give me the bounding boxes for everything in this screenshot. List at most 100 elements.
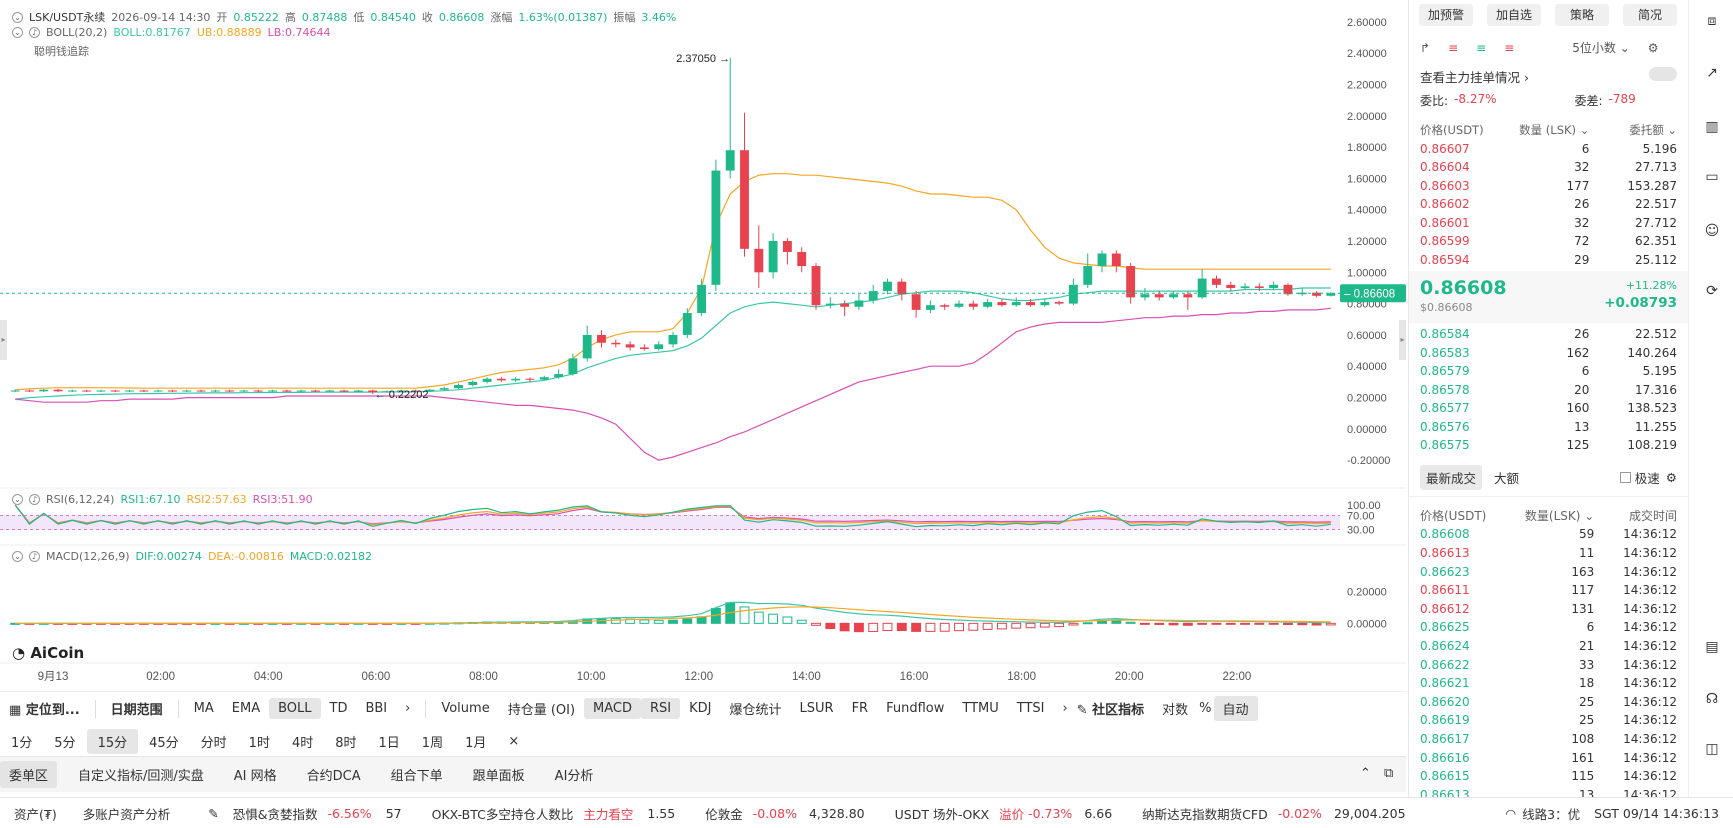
popout-icon[interactable]: ⧉	[1384, 766, 1394, 781]
smart-money-label[interactable]: 聪明钱追踪	[34, 43, 89, 59]
locate-button[interactable]: ▦ 定位到...	[0, 696, 89, 721]
mainforce-row[interactable]: 查看主力挂单情况 ›	[1409, 56, 1688, 86]
refresh-icon[interactable]: ⟳	[1706, 283, 1718, 299]
interval-1m[interactable]: 1分	[11, 735, 33, 751]
log-toggle[interactable]: 对数	[1162, 703, 1189, 718]
tab-combo-order[interactable]: 组合下单	[390, 769, 443, 784]
main-indicator-td[interactable]: TD	[329, 701, 348, 716]
tab-copy-trade[interactable]: 跟单面板	[472, 769, 525, 784]
interval-1mo[interactable]: 1月	[465, 735, 487, 751]
sub-indicator-lsur[interactable]: LSUR	[799, 701, 834, 716]
mainforce-link[interactable]: 查看主力挂单情况 ›	[1420, 70, 1529, 85]
overview-button[interactable]: 简况	[1623, 4, 1677, 26]
interval-4h[interactable]: 4时	[291, 735, 314, 751]
etf-icon[interactable]: ▭	[1705, 169, 1719, 185]
okx-ratio-label[interactable]: OKX-BTC多空持仓人数比	[431, 806, 574, 822]
main-indicator-bbi[interactable]: BBI	[365, 701, 388, 716]
tab-dca[interactable]: 合约DCA	[306, 769, 361, 784]
notification-icon[interactable]: ◫	[1705, 741, 1719, 757]
close-icon[interactable]: ×	[508, 733, 520, 749]
ask-row[interactable]: 0.86601 32 27.712	[1409, 214, 1688, 233]
headset-icon[interactable]: ☊	[1705, 691, 1719, 707]
trade-col-qty[interactable]: 数量(LSK) ⌄	[1524, 509, 1595, 524]
fear-label[interactable]: 恐惧&贪婪指数	[232, 806, 318, 822]
tab-big-trades[interactable]: 大额	[1494, 470, 1520, 486]
col-qty[interactable]: 数量 (LSK) ⌄	[1519, 123, 1590, 138]
bid-row[interactable]: 0.86583 162 140.264	[1409, 344, 1688, 363]
interval-8h[interactable]: 8时	[335, 735, 357, 751]
multi-account-analysis[interactable]: 多账户资产分析	[82, 806, 171, 822]
bid-row[interactable]: 0.86577 160 138.523	[1409, 399, 1688, 418]
interval-1d[interactable]: 1日	[378, 735, 400, 751]
tab-latest-trades[interactable]: 最新成交	[1420, 464, 1483, 490]
nasdaq-label[interactable]: 纳斯达克指数期货CFD	[1142, 806, 1268, 822]
community-indicator-button[interactable]: ✎ 社区指标	[1077, 696, 1153, 721]
date-range-button[interactable]: 日期范围	[110, 703, 163, 718]
fast-mode-checkbox[interactable]: 极速	[1619, 468, 1660, 487]
settings-icon[interactable]: ⚙	[1647, 40, 1659, 55]
bid-row[interactable]: 0.86584 26 22.512	[1409, 325, 1688, 344]
robot-icon[interactable]: ☺	[1704, 223, 1720, 239]
strategy-button[interactable]: 策略	[1555, 4, 1609, 26]
settings-icon[interactable]: ⚙	[1665, 469, 1677, 485]
interval-5m[interactable]: 5分	[54, 735, 76, 751]
bell-icon[interactable]: ♪	[29, 494, 40, 505]
bid-row[interactable]: 0.86578 20 17.316	[1409, 381, 1688, 400]
interval-timeshare[interactable]: 分时	[200, 735, 227, 751]
decimals-select[interactable]: 5位小数 ⌄	[1572, 41, 1630, 55]
bell-icon[interactable]: ♪	[29, 27, 40, 38]
ob-ask-icon[interactable]: ≡	[1504, 40, 1515, 55]
main-indicator-ema[interactable]: EMA	[231, 701, 261, 716]
pen-icon[interactable]: ✎	[208, 805, 219, 821]
main-indicator-boll[interactable]: BOLL	[269, 698, 321, 719]
sub-indicator-fundflow[interactable]: Fundflow	[886, 701, 945, 716]
sub-indicator-ttmu[interactable]: TTMU	[962, 701, 999, 716]
sub-indicator-fr[interactable]: FR	[851, 701, 869, 716]
bid-row[interactable]: 0.86579 6 5.195	[1409, 362, 1688, 381]
ob-both-icon[interactable]: ≡	[1448, 40, 1459, 55]
sub-indicator-ttsi[interactable]: TTSI	[1016, 701, 1045, 716]
interval-15m[interactable]: 15分	[86, 728, 139, 754]
ob-layout-icon[interactable]: ↱	[1420, 40, 1431, 55]
ob-bid-icon[interactable]: ≡	[1476, 40, 1487, 55]
tab-custom-indicator[interactable]: 自定义指标/回测/实盘	[78, 769, 204, 784]
sub-indicator-volume[interactable]: Volume	[441, 701, 490, 716]
mainforce-toggle[interactable]	[1649, 67, 1677, 81]
connection-line[interactable]: 线路3：优	[1522, 806, 1581, 822]
collapse-icon[interactable]: ⌄	[12, 11, 23, 23]
interval-45m[interactable]: 45分	[149, 735, 179, 751]
bell-icon[interactable]: ♪	[29, 551, 40, 562]
col-total[interactable]: 委托额 ⌄	[1629, 123, 1677, 138]
analysis-icon[interactable]: ▥	[1705, 119, 1719, 135]
add-favorite-button[interactable]: 加自选	[1487, 4, 1541, 26]
assets-link[interactable]: 资产(₮)	[14, 806, 57, 822]
sub-indicator-liq[interactable]: 爆仓统计	[729, 703, 782, 718]
add-alert-button[interactable]: 加预警	[1419, 4, 1473, 26]
usdt-label[interactable]: USDT 场外-OKX	[894, 806, 990, 822]
left-panel-toggle[interactable]: ▸	[0, 320, 7, 360]
collapse-icon[interactable]: ⌄	[12, 494, 23, 505]
main-indicator-ma[interactable]: MA	[193, 701, 214, 716]
sub-indicator-rsi[interactable]: RSI	[641, 698, 681, 719]
file-icon[interactable]: ▤	[1705, 639, 1719, 655]
trade-icon[interactable]: ⧈	[1707, 13, 1717, 29]
ask-row[interactable]: 0.86594 29 25.112	[1409, 251, 1688, 270]
ask-row[interactable]: 0.86607 6 5.196	[1409, 140, 1688, 159]
chevron-right-icon[interactable]: ›	[1062, 701, 1068, 716]
gold-label[interactable]: 伦敦金	[705, 806, 743, 822]
chart-area[interactable]: 2.60000 2.40000 2.20000 2.00000 1.80000 1.600…	[0, 0, 1406, 690]
ask-row[interactable]: 0.86602 26 22.517	[1409, 195, 1688, 214]
chart-svg[interactable]: 2.60000 2.40000 2.20000 2.00000 1.80000 1.600…	[0, 0, 1406, 690]
right-panel-toggle[interactable]: ▸	[1399, 320, 1406, 360]
collapse-icon[interactable]: ⌄	[12, 27, 23, 38]
interval-1w[interactable]: 1周	[421, 735, 444, 751]
ask-row[interactable]: 0.86603 177 153.287	[1409, 177, 1688, 196]
sub-indicator-macd[interactable]: MACD	[584, 698, 642, 719]
auto-toggle[interactable]: 自动	[1213, 696, 1258, 721]
tab-ai-analysis[interactable]: AI分析	[554, 769, 594, 784]
bid-row[interactable]: 0.86576 13 11.255	[1409, 418, 1688, 437]
sub-indicator-oi[interactable]: 持仓量 (OI)	[507, 703, 576, 718]
ask-row[interactable]: 0.86599 72 62.351	[1409, 232, 1688, 251]
tab-orders[interactable]: 委单区	[0, 761, 58, 788]
tab-ai-grid[interactable]: AI 网格	[233, 769, 277, 784]
